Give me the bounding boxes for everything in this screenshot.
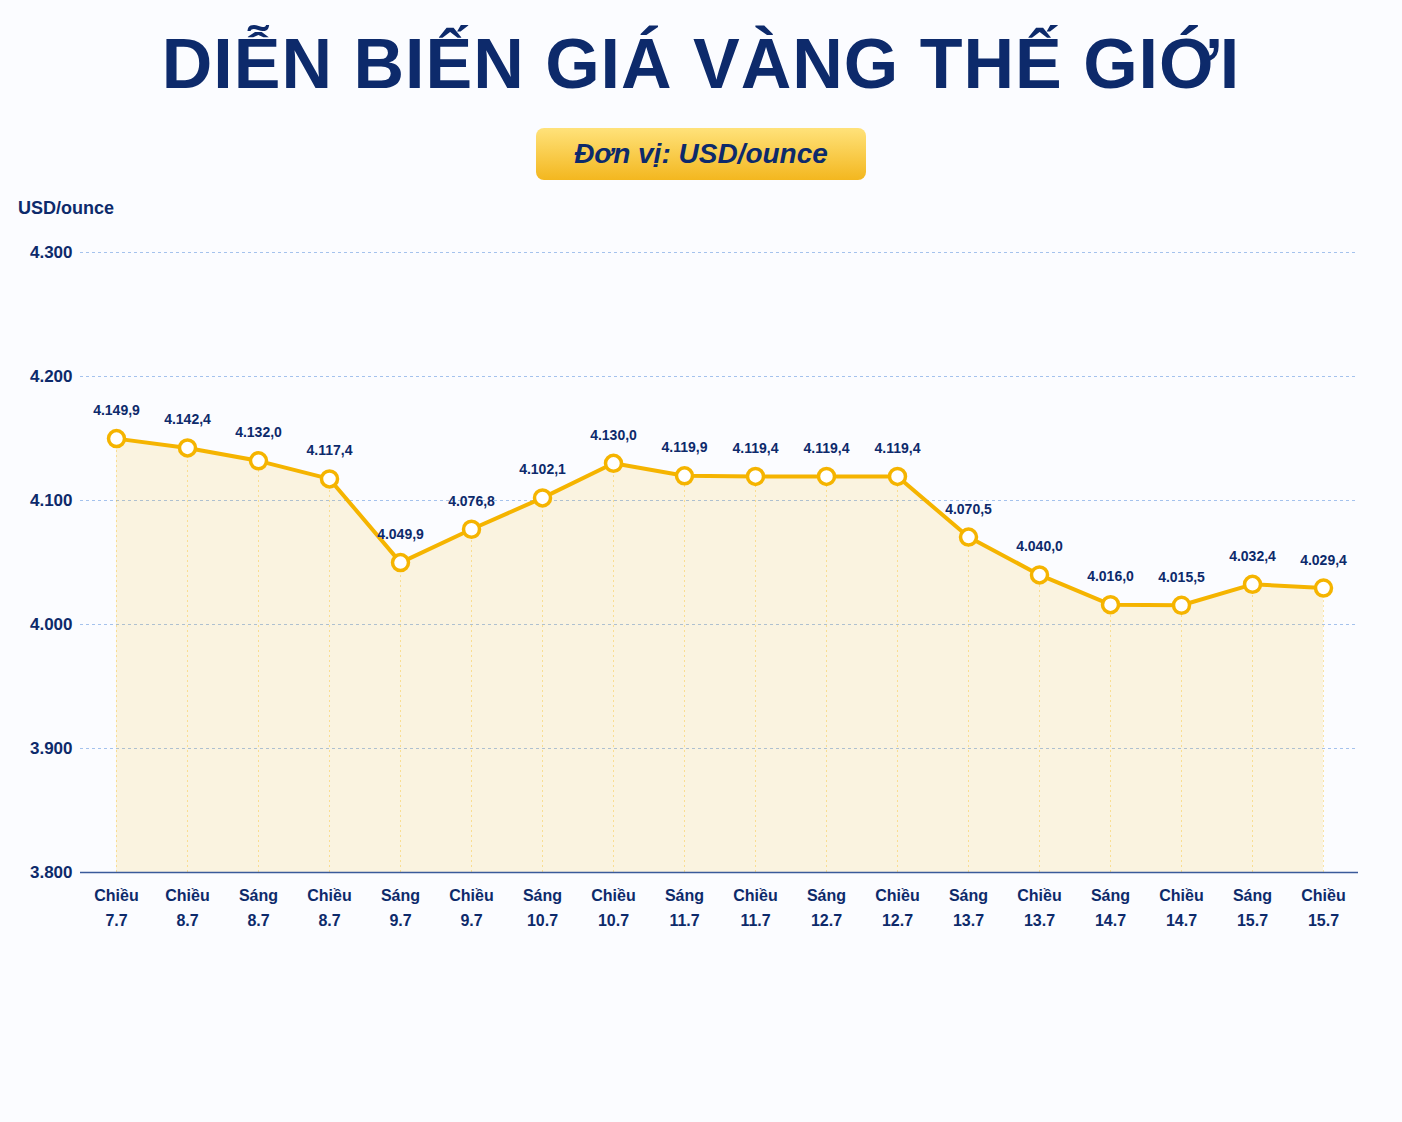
svg-text:Chiều14.7: Chiều14.7 xyxy=(1159,887,1203,930)
svg-text:4.070,5: 4.070,5 xyxy=(945,501,992,517)
html-text:DIỄN BIẾN GIÁ VÀNG THẾ GIỚI: DIỄN BIẾN GIÁ VÀNG THẾ GIỚI xyxy=(161,25,1241,103)
svg-text:4.040,0: 4.040,0 xyxy=(1016,538,1063,554)
svg-text:Sáng9.7: Sáng9.7 xyxy=(381,887,420,930)
svg-text:4.119,9: 4.119,9 xyxy=(662,439,708,455)
svg-text:4.102,1: 4.102,1 xyxy=(519,461,566,477)
svg-text:Chiều8.7: Chiều8.7 xyxy=(307,887,351,930)
svg-text:4.100: 4.100 xyxy=(30,491,73,510)
svg-text:4.130,0: 4.130,0 xyxy=(590,427,637,443)
svg-text:Sáng15.7: Sáng15.7 xyxy=(1233,887,1272,930)
svg-text:Chiều15.7: Chiều15.7 xyxy=(1301,887,1345,930)
svg-text:4.119,4: 4.119,4 xyxy=(804,440,850,456)
svg-text:Chiều7.7: Chiều7.7 xyxy=(94,887,138,930)
svg-text:Sáng8.7: Sáng8.7 xyxy=(239,887,278,930)
svg-text:4.029,4: 4.029,4 xyxy=(1300,552,1347,568)
svg-text:4.149,9: 4.149,9 xyxy=(93,402,140,418)
svg-text:3.800: 3.800 xyxy=(30,863,73,882)
svg-text:Chiều12.7: Chiều12.7 xyxy=(875,887,919,930)
svg-text:4.300: 4.300 xyxy=(30,243,73,262)
svg-text:4.000: 4.000 xyxy=(30,615,73,634)
svg-text:Sáng13.7: Sáng13.7 xyxy=(949,887,988,930)
svg-text:Chiều8.7: Chiều8.7 xyxy=(165,887,209,930)
svg-text:Chiều13.7: Chiều13.7 xyxy=(1017,887,1061,930)
svg-text:Sáng11.7: Sáng11.7 xyxy=(665,887,704,930)
svg-text:Sáng12.7: Sáng12.7 xyxy=(807,887,846,930)
svg-text:4.049,9: 4.049,9 xyxy=(377,526,424,542)
svg-text:Chiều11.7: Chiều11.7 xyxy=(733,887,777,930)
svg-text:4.142,4: 4.142,4 xyxy=(164,411,211,427)
svg-text:4.076,8: 4.076,8 xyxy=(448,493,495,509)
svg-text:3.900: 3.900 xyxy=(30,739,73,758)
svg-text:Sáng10.7: Sáng10.7 xyxy=(523,887,562,930)
svg-text:4.200: 4.200 xyxy=(30,367,73,386)
svg-text:4.119,4: 4.119,4 xyxy=(733,440,779,456)
html-text:USD/ounce: USD/ounce xyxy=(18,198,114,218)
svg-text:4.119,4: 4.119,4 xyxy=(875,440,921,456)
svg-text:4.032,4: 4.032,4 xyxy=(1229,548,1276,564)
svg-text:4.117,4: 4.117,4 xyxy=(307,442,353,458)
svg-text:Chiều9.7: Chiều9.7 xyxy=(449,887,493,930)
svg-text:Chiều10.7: Chiều10.7 xyxy=(591,887,635,930)
svg-text:4.132,0: 4.132,0 xyxy=(235,424,282,440)
html-text:Đơn vị: USD/ounce: Đơn vị: USD/ounce xyxy=(574,138,828,169)
svg-text:4.016,0: 4.016,0 xyxy=(1087,568,1134,584)
svg-text:Sáng14.7: Sáng14.7 xyxy=(1091,887,1130,930)
svg-text:4.015,5: 4.015,5 xyxy=(1158,569,1205,585)
